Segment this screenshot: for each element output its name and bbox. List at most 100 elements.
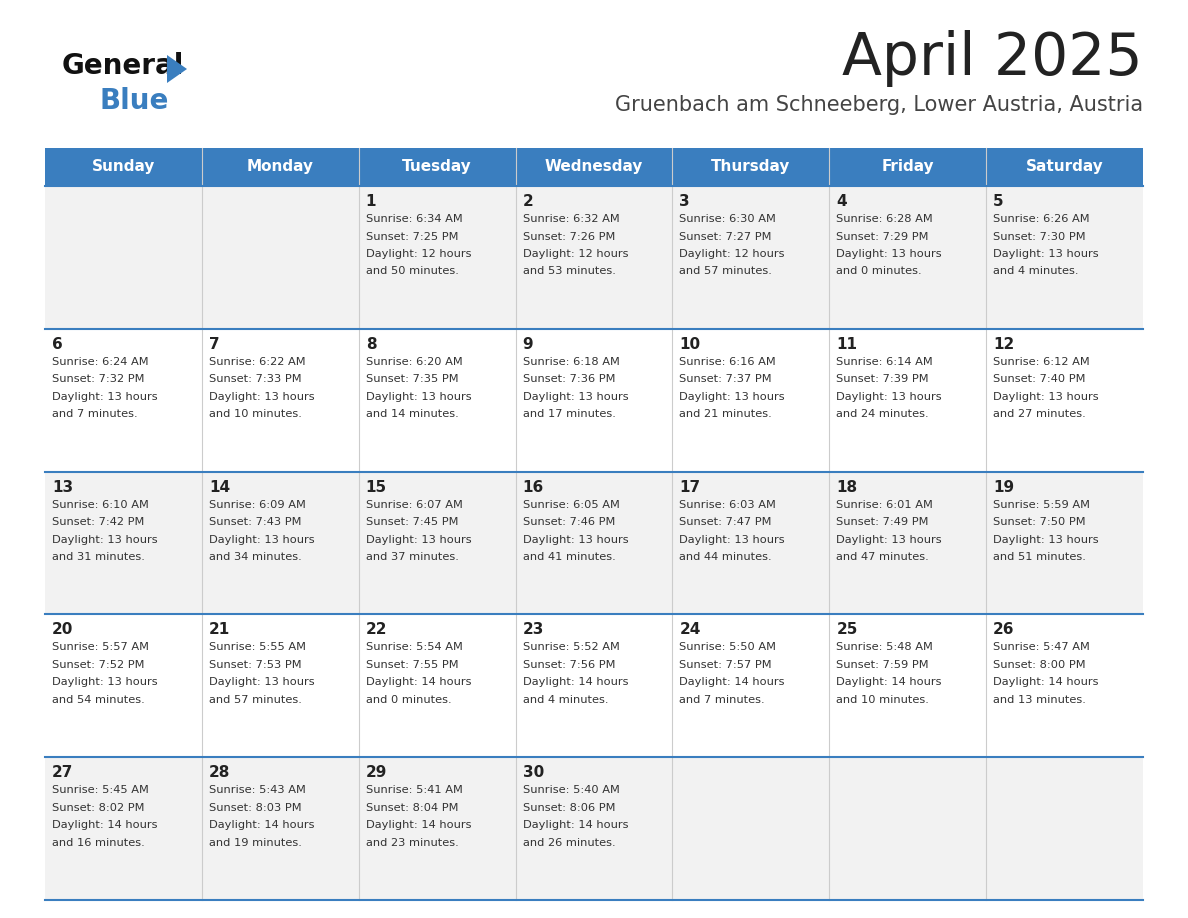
Text: and 54 minutes.: and 54 minutes.	[52, 695, 145, 705]
Text: and 51 minutes.: and 51 minutes.	[993, 552, 1086, 562]
Text: Daylight: 14 hours: Daylight: 14 hours	[993, 677, 1099, 688]
Text: Sunset: 7:55 PM: Sunset: 7:55 PM	[366, 660, 459, 670]
Text: Sunset: 7:53 PM: Sunset: 7:53 PM	[209, 660, 302, 670]
Text: Daylight: 13 hours: Daylight: 13 hours	[52, 677, 158, 688]
Text: 6: 6	[52, 337, 63, 352]
Text: Sunrise: 6:32 AM: Sunrise: 6:32 AM	[523, 214, 619, 224]
Text: Daylight: 13 hours: Daylight: 13 hours	[209, 534, 315, 544]
Text: Sunrise: 5:57 AM: Sunrise: 5:57 AM	[52, 643, 148, 653]
Text: and 47 minutes.: and 47 minutes.	[836, 552, 929, 562]
Text: Sunrise: 6:24 AM: Sunrise: 6:24 AM	[52, 357, 148, 367]
Text: Daylight: 13 hours: Daylight: 13 hours	[680, 392, 785, 402]
Text: 28: 28	[209, 766, 230, 780]
Text: April 2025: April 2025	[842, 30, 1143, 87]
Text: Wednesday: Wednesday	[545, 160, 643, 174]
Text: Sunset: 8:03 PM: Sunset: 8:03 PM	[209, 802, 302, 812]
Text: Sunrise: 5:59 AM: Sunrise: 5:59 AM	[993, 499, 1091, 509]
Text: 26: 26	[993, 622, 1015, 637]
Text: Sunset: 7:32 PM: Sunset: 7:32 PM	[52, 375, 145, 385]
Text: Daylight: 12 hours: Daylight: 12 hours	[680, 249, 785, 259]
Text: Daylight: 13 hours: Daylight: 13 hours	[993, 534, 1099, 544]
Text: and 10 minutes.: and 10 minutes.	[836, 695, 929, 705]
Text: Sunrise: 6:07 AM: Sunrise: 6:07 AM	[366, 499, 462, 509]
Text: 13: 13	[52, 479, 74, 495]
Text: and 7 minutes.: and 7 minutes.	[52, 409, 138, 420]
Text: and 17 minutes.: and 17 minutes.	[523, 409, 615, 420]
Text: and 53 minutes.: and 53 minutes.	[523, 266, 615, 276]
Text: 9: 9	[523, 337, 533, 352]
Text: Daylight: 13 hours: Daylight: 13 hours	[836, 534, 942, 544]
Text: 25: 25	[836, 622, 858, 637]
Text: 21: 21	[209, 622, 230, 637]
Text: Daylight: 13 hours: Daylight: 13 hours	[523, 534, 628, 544]
Text: 17: 17	[680, 479, 701, 495]
Text: 1: 1	[366, 194, 377, 209]
Text: Sunset: 7:39 PM: Sunset: 7:39 PM	[836, 375, 929, 385]
Text: Sunrise: 6:16 AM: Sunrise: 6:16 AM	[680, 357, 776, 367]
Text: Daylight: 13 hours: Daylight: 13 hours	[680, 534, 785, 544]
Text: Tuesday: Tuesday	[403, 160, 472, 174]
Text: and 4 minutes.: and 4 minutes.	[993, 266, 1079, 276]
Text: Sunrise: 6:09 AM: Sunrise: 6:09 AM	[209, 499, 305, 509]
Text: Sunrise: 6:34 AM: Sunrise: 6:34 AM	[366, 214, 462, 224]
Text: Daylight: 13 hours: Daylight: 13 hours	[836, 249, 942, 259]
Text: Sunrise: 5:52 AM: Sunrise: 5:52 AM	[523, 643, 619, 653]
Text: Daylight: 13 hours: Daylight: 13 hours	[366, 534, 472, 544]
Text: 2: 2	[523, 194, 533, 209]
Text: 15: 15	[366, 479, 387, 495]
Text: Daylight: 12 hours: Daylight: 12 hours	[523, 249, 628, 259]
Text: Daylight: 14 hours: Daylight: 14 hours	[836, 677, 942, 688]
Text: Sunset: 7:47 PM: Sunset: 7:47 PM	[680, 517, 772, 527]
Text: Sunrise: 5:40 AM: Sunrise: 5:40 AM	[523, 785, 619, 795]
Text: Sunrise: 5:54 AM: Sunrise: 5:54 AM	[366, 643, 462, 653]
Text: 11: 11	[836, 337, 858, 352]
Bar	[45, 757, 1143, 900]
Text: Sunset: 7:25 PM: Sunset: 7:25 PM	[366, 231, 459, 241]
Text: and 37 minutes.: and 37 minutes.	[366, 552, 459, 562]
Text: Sunrise: 6:20 AM: Sunrise: 6:20 AM	[366, 357, 462, 367]
Text: Sunset: 7:50 PM: Sunset: 7:50 PM	[993, 517, 1086, 527]
Text: and 26 minutes.: and 26 minutes.	[523, 838, 615, 847]
Text: 4: 4	[836, 194, 847, 209]
Text: Daylight: 13 hours: Daylight: 13 hours	[209, 677, 315, 688]
Text: 30: 30	[523, 766, 544, 780]
Text: 19: 19	[993, 479, 1015, 495]
Text: 8: 8	[366, 337, 377, 352]
Text: Sunrise: 6:28 AM: Sunrise: 6:28 AM	[836, 214, 933, 224]
Text: Sunset: 7:59 PM: Sunset: 7:59 PM	[836, 660, 929, 670]
Text: Sunset: 7:52 PM: Sunset: 7:52 PM	[52, 660, 145, 670]
Text: and 24 minutes.: and 24 minutes.	[836, 409, 929, 420]
Text: and 34 minutes.: and 34 minutes.	[209, 552, 302, 562]
Text: Blue: Blue	[100, 87, 170, 115]
Text: and 50 minutes.: and 50 minutes.	[366, 266, 459, 276]
Text: 24: 24	[680, 622, 701, 637]
Text: Sunset: 7:26 PM: Sunset: 7:26 PM	[523, 231, 615, 241]
Text: and 27 minutes.: and 27 minutes.	[993, 409, 1086, 420]
Text: Sunrise: 6:03 AM: Sunrise: 6:03 AM	[680, 499, 776, 509]
Text: and 0 minutes.: and 0 minutes.	[366, 695, 451, 705]
Text: Sunset: 8:06 PM: Sunset: 8:06 PM	[523, 802, 615, 812]
Text: Sunset: 7:56 PM: Sunset: 7:56 PM	[523, 660, 615, 670]
Text: Daylight: 12 hours: Daylight: 12 hours	[366, 249, 472, 259]
Text: Sunrise: 6:12 AM: Sunrise: 6:12 AM	[993, 357, 1089, 367]
Text: Sunset: 7:46 PM: Sunset: 7:46 PM	[523, 517, 615, 527]
Text: Sunset: 7:29 PM: Sunset: 7:29 PM	[836, 231, 929, 241]
Text: Daylight: 14 hours: Daylight: 14 hours	[52, 820, 158, 830]
Text: Saturday: Saturday	[1025, 160, 1104, 174]
Text: Sunrise: 5:55 AM: Sunrise: 5:55 AM	[209, 643, 305, 653]
Text: Sunset: 8:02 PM: Sunset: 8:02 PM	[52, 802, 145, 812]
Text: and 14 minutes.: and 14 minutes.	[366, 409, 459, 420]
Text: Sunrise: 6:22 AM: Sunrise: 6:22 AM	[209, 357, 305, 367]
Text: General: General	[62, 52, 184, 80]
Text: and 16 minutes.: and 16 minutes.	[52, 838, 145, 847]
Text: Daylight: 14 hours: Daylight: 14 hours	[523, 820, 628, 830]
Text: Monday: Monday	[247, 160, 314, 174]
Text: Sunset: 7:27 PM: Sunset: 7:27 PM	[680, 231, 772, 241]
Text: and 10 minutes.: and 10 minutes.	[209, 409, 302, 420]
Text: and 7 minutes.: and 7 minutes.	[680, 695, 765, 705]
Text: 20: 20	[52, 622, 74, 637]
Text: Sunrise: 6:18 AM: Sunrise: 6:18 AM	[523, 357, 619, 367]
Text: 29: 29	[366, 766, 387, 780]
Text: 23: 23	[523, 622, 544, 637]
Text: Daylight: 14 hours: Daylight: 14 hours	[209, 820, 315, 830]
